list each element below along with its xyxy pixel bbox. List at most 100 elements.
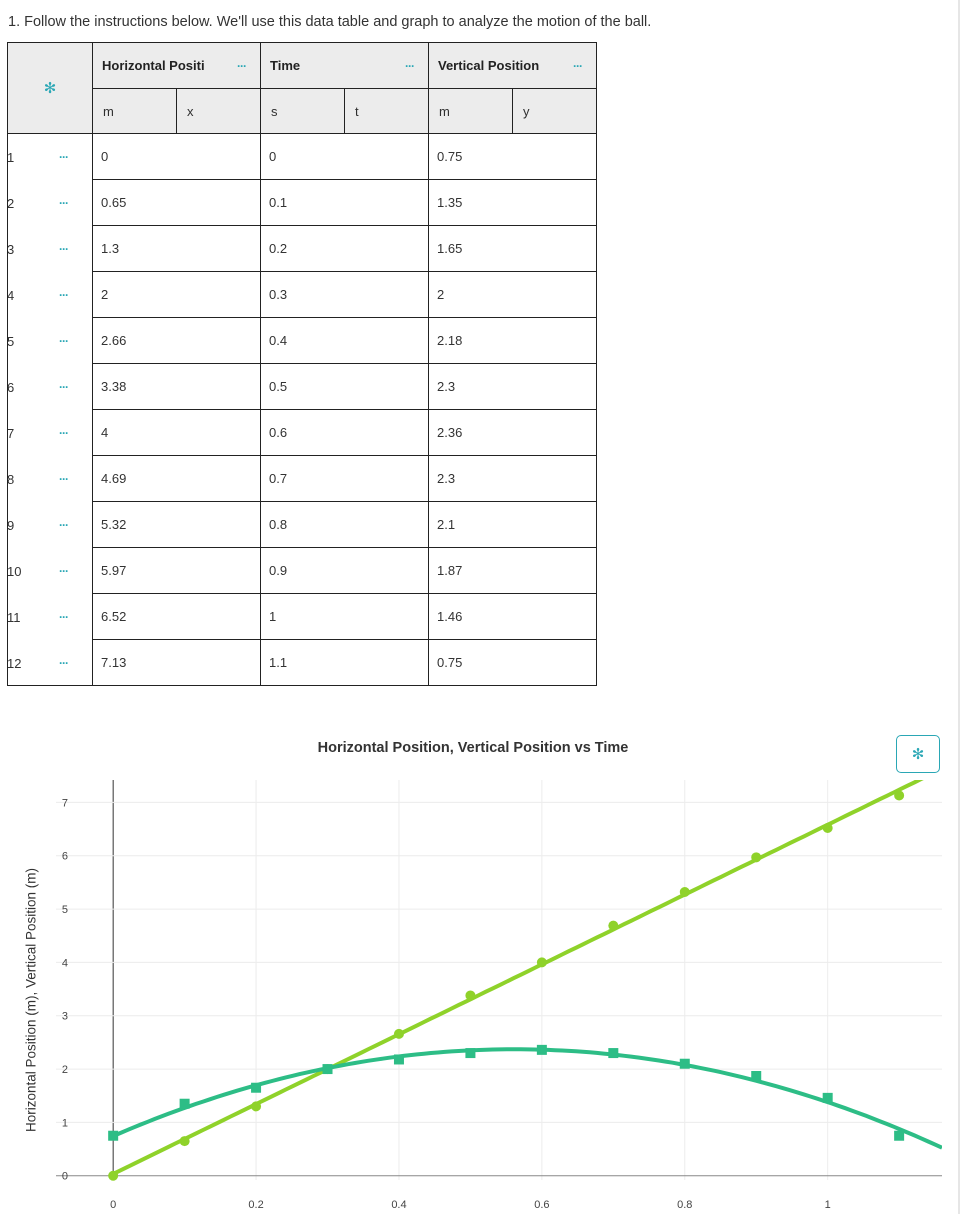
row-menu-icon[interactable]: ··· (59, 456, 93, 502)
row-menu-icon[interactable]: ··· (59, 180, 93, 226)
row-menu-icon[interactable]: ··· (59, 272, 93, 318)
table-cell-y[interactable]: 1.65 (429, 226, 597, 272)
y-tick-label: 4 (62, 957, 68, 969)
row-menu-glyph: ··· (59, 380, 69, 394)
column-header-time[interactable]: Time ··· (261, 42, 429, 89)
table-cell-t[interactable]: 1.1 (261, 640, 429, 686)
column-menu-icon[interactable]: ··· (237, 58, 247, 73)
series-1-fit-line (112, 1047, 942, 1150)
row-menu-glyph: ··· (59, 242, 69, 256)
panel-border (958, 0, 960, 1214)
row-menu-icon[interactable]: ··· (59, 364, 93, 410)
x-tick-label: 0 (110, 1199, 116, 1211)
table-cell-x[interactable]: 2.66 (93, 318, 261, 364)
row-menu-glyph: ··· (59, 472, 69, 486)
row-menu-icon[interactable]: ··· (59, 548, 93, 594)
series-1-point (108, 1130, 119, 1141)
table-cell-t[interactable]: 1 (261, 594, 429, 640)
y-tick-label: 0 (62, 1171, 68, 1183)
table-cell-x[interactable]: 4 (93, 410, 261, 456)
unit-cell[interactable]: m (93, 89, 177, 134)
row-number: 2 (7, 195, 15, 211)
table-cell-y[interactable]: 2 (429, 272, 597, 318)
unit-label: m (439, 103, 450, 119)
x-tick-label: 0.4 (391, 1199, 406, 1211)
table-cell-y[interactable]: 1.46 (429, 594, 597, 640)
table-cell-t[interactable]: 0.2 (261, 226, 429, 272)
table-cell-x[interactable]: 2 (93, 272, 261, 318)
x-tick-label: 0.2 (248, 1199, 263, 1211)
table-cell-y[interactable]: 1.87 (429, 548, 597, 594)
table-cell-y[interactable]: 1.35 (429, 180, 597, 226)
table-cell-x[interactable]: 4.69 (93, 456, 261, 502)
row-menu-glyph: ··· (59, 150, 69, 164)
series-0-point (322, 1064, 333, 1075)
series-1-point (822, 1092, 833, 1103)
row-menu-icon[interactable]: ··· (59, 640, 93, 686)
row-menu-glyph: ··· (59, 610, 69, 624)
table-cell-y[interactable]: 2.3 (429, 456, 597, 502)
table-cell-x[interactable]: 0.65 (93, 180, 261, 226)
series-1-point (251, 1082, 262, 1093)
table-cell-y[interactable]: 0.75 (429, 134, 597, 180)
table-cell-x[interactable]: 7.13 (93, 640, 261, 686)
table-cell-x[interactable]: 5.32 (93, 502, 261, 548)
row-number: 6 (7, 379, 15, 395)
y-tick-label: 1 (62, 1117, 68, 1129)
column-header-horizontal[interactable]: Horizontal Positi ··· (93, 42, 261, 89)
table-cell-t[interactable]: 0.6 (261, 410, 429, 456)
table-cell-y[interactable]: 2.3 (429, 364, 597, 410)
variable-label: y (523, 103, 530, 119)
row-menu-icon[interactable]: ··· (59, 318, 93, 364)
variable-cell[interactable]: x (177, 89, 261, 134)
variable-cell[interactable]: t (345, 89, 429, 134)
table-cell-t[interactable]: 0.3 (261, 272, 429, 318)
series-0-fit-line (112, 780, 924, 1176)
table-cell-x[interactable]: 6.52 (93, 594, 261, 640)
table-cell-t[interactable]: 0.1 (261, 180, 429, 226)
table-cell-y[interactable]: 2.18 (429, 318, 597, 364)
series-0-point (179, 1136, 190, 1147)
chart-settings-button[interactable]: ✻ (896, 735, 940, 773)
column-title: Vertical Position (438, 58, 540, 73)
row-menu-icon[interactable]: ··· (59, 502, 93, 548)
column-header-vertical[interactable]: Vertical Position ··· (429, 42, 597, 89)
unit-cell[interactable]: m (429, 89, 513, 134)
column-menu-icon[interactable]: ··· (573, 58, 583, 73)
table-cell-y[interactable]: 0.75 (429, 640, 597, 686)
series-1-point (322, 1064, 333, 1075)
series-0-point (251, 1101, 262, 1112)
table-cell-x[interactable]: 3.38 (93, 364, 261, 410)
table-cell-t[interactable]: 0 (261, 134, 429, 180)
table-cell-t[interactable]: 0.5 (261, 364, 429, 410)
table-cell-x[interactable]: 0 (93, 134, 261, 180)
column-title: Horizontal Positi (102, 58, 205, 73)
table-cell-y[interactable]: 2.1 (429, 502, 597, 548)
table-cell-t[interactable]: 0.4 (261, 318, 429, 364)
table-cell-t[interactable]: 0.8 (261, 502, 429, 548)
table-cell-x[interactable]: 5.97 (93, 548, 261, 594)
row-menu-glyph: ··· (59, 564, 69, 578)
table-cell-t[interactable]: 0.7 (261, 456, 429, 502)
row-menu-icon[interactable]: ··· (59, 410, 93, 456)
series-1-point (465, 1048, 476, 1059)
unit-cell[interactable]: s (261, 89, 345, 134)
series-1-point (179, 1098, 190, 1109)
table-cell-y[interactable]: 2.36 (429, 410, 597, 456)
row-menu-icon[interactable]: ··· (59, 134, 93, 180)
y-tick-label: 2 (62, 1064, 68, 1076)
gear-icon[interactable]: ✻ (43, 80, 57, 97)
table-left-border (7, 134, 93, 686)
series-0-point (822, 823, 833, 833)
column-menu-icon[interactable]: ··· (405, 58, 415, 73)
series-0-point (608, 920, 619, 931)
table-cell-x[interactable]: 1.3 (93, 226, 261, 272)
unit-label: s (271, 103, 278, 119)
row-menu-icon[interactable]: ··· (59, 594, 93, 640)
row-number: 7 (7, 425, 15, 441)
variable-cell[interactable]: y (513, 89, 597, 134)
row-number: 8 (7, 471, 15, 487)
row-menu-icon[interactable]: ··· (59, 226, 93, 272)
table-cell-t[interactable]: 0.9 (261, 548, 429, 594)
row-number: 5 (7, 333, 15, 349)
